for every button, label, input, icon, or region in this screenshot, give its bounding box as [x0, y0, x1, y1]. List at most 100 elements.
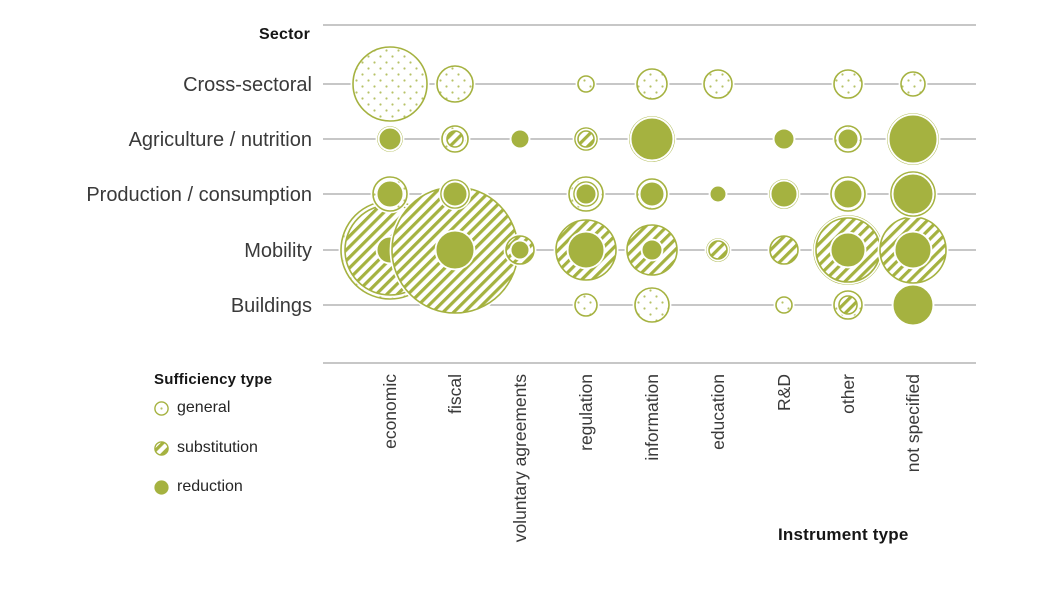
substitution-circle: [708, 240, 728, 260]
general-circle: [636, 68, 668, 100]
legend-label-general: general: [177, 399, 231, 416]
legend-label-reduction: reduction: [177, 478, 243, 495]
reduction-circle: [511, 241, 529, 259]
reduction-circle: [710, 186, 726, 202]
bubble-production-consumption-not-specified: [888, 169, 938, 219]
reduction-circle: [377, 181, 403, 207]
bubble-production-consumption-education: [708, 184, 728, 204]
bubble-buildings-not-specified: [891, 283, 935, 327]
bubble-agriculture-nutrition-regulation: [572, 125, 600, 153]
bubble-buildings-information: [632, 285, 672, 325]
column-label-not-specified: not specified: [903, 374, 923, 472]
substitution-circle: [838, 295, 858, 315]
legend-title: Sufficiency type: [154, 371, 273, 388]
bubble-buildings-r-d: [773, 294, 795, 316]
row-label-buildings: Buildings: [231, 295, 312, 317]
bubble-cross-sectoral-regulation: [575, 73, 597, 95]
sector-axis-header: Sector: [259, 26, 310, 43]
bubble-agriculture-nutrition-not-specified: [885, 111, 941, 167]
axis-labels: Cross-sectoral Agriculture / nutrition Pro…: [86, 74, 923, 542]
legend-item-substitution: substitution: [153, 438, 258, 458]
bubble-cross-sectoral-not-specified: [898, 69, 928, 99]
reduction-circle: [895, 232, 931, 268]
bubble-buildings-other: [831, 288, 865, 322]
bubble-production-consumption-r-d: [767, 177, 801, 211]
reduction-circle: [443, 182, 467, 206]
legend-label-substitution: substitution: [177, 439, 258, 456]
general-circle: [577, 75, 595, 93]
column-label-regulation: regulation: [576, 374, 596, 451]
column-label-other: other: [838, 374, 858, 414]
substitution-circle: [769, 235, 799, 265]
column-label-r-d: R&D: [774, 374, 794, 411]
substitution-circle: [446, 130, 464, 148]
reduction-circle: [642, 240, 662, 260]
reduction-circle: [511, 130, 529, 148]
general-circle: [703, 69, 733, 99]
bubble-mobility-information: [624, 222, 680, 278]
bubble-agriculture-nutrition-other: [832, 123, 864, 155]
column-label-education: education: [708, 374, 728, 450]
bubble-buildings-regulation: [572, 291, 600, 319]
bubble-mobility-not-specified: [877, 214, 949, 286]
row-label-production-consumption: Production / consumption: [86, 184, 312, 206]
reduction-circle: [838, 129, 858, 149]
reduction-circle: [889, 115, 937, 163]
bubble-production-consumption-other: [828, 174, 868, 214]
row-label-mobility: Mobility: [244, 240, 312, 262]
bubble-mobility-r-d: [767, 233, 801, 267]
bubble-agriculture-nutrition-r-d: [772, 127, 796, 151]
bubble-agriculture-nutrition-fiscal: [439, 123, 471, 155]
reduction-circle: [568, 232, 604, 268]
bubble-agriculture-nutrition-voluntary-agreements: [509, 128, 531, 150]
reduction-solid-circle-icon: [154, 479, 169, 495]
column-label-voluntary-agreements: voluntary agreements: [510, 374, 530, 543]
column-label-economic: economic: [380, 374, 400, 449]
reduction-circle: [834, 180, 862, 208]
general-circle: [634, 287, 670, 323]
reduction-circle: [831, 233, 865, 267]
reduction-circle: [893, 285, 933, 325]
bubble-cross-sectoral-economic: [350, 44, 430, 124]
row-label-agriculture-nutrition: Agriculture / nutrition: [129, 129, 312, 151]
substitution-hatched-circle-icon: [154, 440, 169, 456]
bubble-cross-sectoral-education: [701, 67, 735, 101]
general-circle: [775, 296, 793, 314]
bubble-agriculture-nutrition-economic: [375, 124, 405, 154]
bubble-agriculture-nutrition-information: [627, 114, 677, 164]
bubble-production-consumption-information: [634, 176, 670, 212]
reduction-circle: [771, 181, 797, 207]
bubble-mobility-other: [811, 213, 885, 287]
reduction-circle: [436, 231, 474, 269]
column-label-fiscal: fiscal: [445, 374, 465, 414]
general-circle: [574, 293, 598, 317]
instrument-axis-title: Instrument type: [778, 525, 909, 544]
bubble-mobility-education: [704, 236, 732, 264]
legend-item-reduction: reduction: [153, 477, 243, 497]
bubble-cross-sectoral-other: [831, 67, 865, 101]
row-label-cross-sectoral: Cross-sectoral: [183, 74, 312, 96]
substitution-circle: [577, 130, 595, 148]
column-label-information: information: [642, 374, 662, 461]
general-circle: [352, 46, 428, 122]
reduction-circle: [640, 182, 664, 206]
reduction-circle: [631, 118, 673, 160]
legend-item-general: general: [153, 398, 230, 418]
bubbles: [338, 44, 949, 327]
bubble-production-consumption-regulation: [566, 174, 606, 214]
general-dotted-circle-icon: [154, 400, 169, 416]
bubble-mobility-regulation: [553, 217, 619, 283]
bubble-production-consumption-fiscal: [438, 177, 472, 211]
reduction-circle: [893, 174, 933, 214]
general-circle: [436, 65, 474, 103]
general-circle: [833, 69, 863, 99]
reduction-circle: [576, 184, 596, 204]
bubble-production-consumption-economic: [370, 174, 410, 214]
bubble-cross-sectoral-information: [634, 66, 670, 102]
general-circle: [900, 71, 926, 97]
bubble-cross-sectoral-fiscal: [434, 63, 476, 105]
reduction-circle: [379, 128, 401, 150]
bubble-mobility-voluntary-agreements: [503, 233, 537, 267]
